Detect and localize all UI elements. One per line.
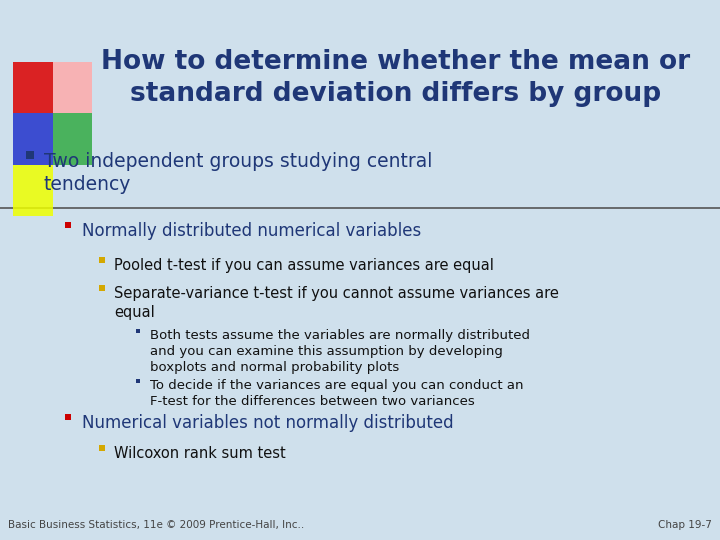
FancyBboxPatch shape xyxy=(13,113,53,165)
FancyBboxPatch shape xyxy=(13,62,53,113)
FancyBboxPatch shape xyxy=(53,113,92,165)
FancyBboxPatch shape xyxy=(99,446,104,450)
Text: Chap 19-7: Chap 19-7 xyxy=(658,520,712,530)
FancyBboxPatch shape xyxy=(65,222,71,228)
Text: Numerical variables not normally distributed: Numerical variables not normally distrib… xyxy=(82,414,454,432)
FancyBboxPatch shape xyxy=(99,258,104,262)
FancyBboxPatch shape xyxy=(135,379,140,383)
Text: How to determine whether the mean or
standard deviation differs by group: How to determine whether the mean or sta… xyxy=(102,49,690,106)
Text: To decide if the variances are equal you can conduct an
F-test for the differenc: To decide if the variances are equal you… xyxy=(150,379,523,408)
FancyBboxPatch shape xyxy=(135,328,140,333)
Text: Pooled t-test if you can assume variances are equal: Pooled t-test if you can assume variance… xyxy=(114,258,494,273)
Text: Both tests assume the variables are normally distributed
and you can examine thi: Both tests assume the variables are norm… xyxy=(150,329,530,374)
FancyBboxPatch shape xyxy=(13,165,53,216)
Text: Basic Business Statistics, 11e © 2009 Prentice-Hall, Inc..: Basic Business Statistics, 11e © 2009 Pr… xyxy=(8,520,305,530)
FancyBboxPatch shape xyxy=(99,285,104,291)
FancyBboxPatch shape xyxy=(26,151,34,159)
FancyBboxPatch shape xyxy=(65,414,71,420)
Text: Normally distributed numerical variables: Normally distributed numerical variables xyxy=(82,222,421,240)
Text: Two independent groups studying central
tendency: Two independent groups studying central … xyxy=(44,152,433,194)
Text: Separate-variance t-test if you cannot assume variances are
equal: Separate-variance t-test if you cannot a… xyxy=(114,286,559,320)
FancyBboxPatch shape xyxy=(53,62,92,113)
Text: Wilcoxon rank sum test: Wilcoxon rank sum test xyxy=(114,446,286,461)
